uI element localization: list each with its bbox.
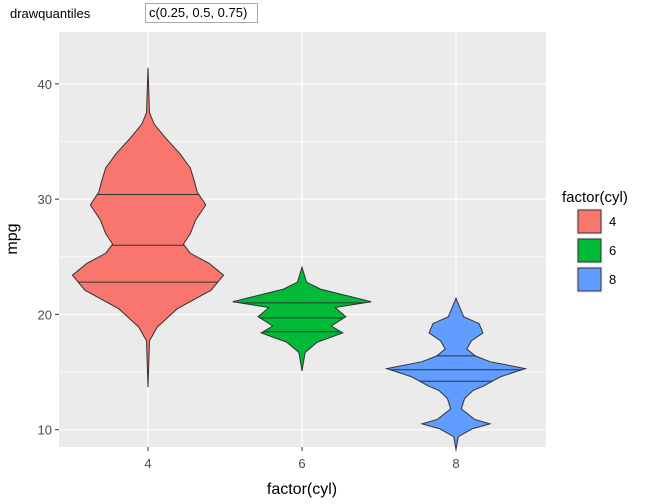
y-tick-label: 10 — [38, 423, 52, 438]
violin-8 — [384, 297, 528, 450]
y-tick-label: 40 — [38, 77, 52, 92]
violins — [71, 67, 528, 450]
legend-label: 4 — [609, 214, 616, 229]
legend-swatch-8 — [577, 267, 602, 292]
legend: factor(cyl) 4 6 8 — [562, 189, 628, 293]
x-axis-title: factor(cyl) — [267, 481, 337, 498]
y-axis-ticks: 10 20 30 40 — [38, 77, 59, 438]
x-tick-label: 6 — [298, 456, 305, 471]
drawquantiles-label: drawquantiles — [10, 6, 91, 21]
drawquantiles-input[interactable]: c(0.25, 0.5, 0.75) — [145, 3, 258, 23]
y-axis-title: mpg — [4, 223, 21, 254]
legend-label: 6 — [609, 243, 616, 258]
y-tick-label: 30 — [38, 192, 52, 207]
y-tick-label: 20 — [38, 307, 52, 322]
x-tick-label: 8 — [452, 456, 459, 471]
legend-title: factor(cyl) — [562, 189, 628, 206]
legend-swatch-4 — [577, 209, 602, 234]
parameter-row: drawquantiles c(0.25, 0.5, 0.75) — [0, 0, 670, 30]
legend-label: 8 — [609, 272, 616, 287]
violin-6 — [232, 265, 372, 371]
violin-4 — [71, 67, 225, 388]
x-tick-label: 4 — [144, 456, 151, 471]
legend-swatch-6 — [577, 238, 602, 263]
x-axis-ticks: 4 6 8 — [144, 447, 460, 471]
